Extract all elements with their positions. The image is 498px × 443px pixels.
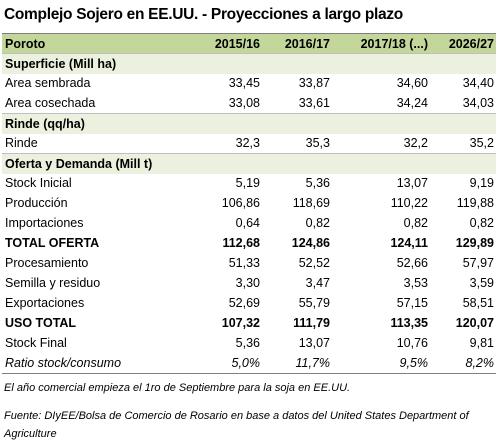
cell: 33,08: [228, 96, 260, 110]
cell: 3,30: [235, 276, 260, 290]
cell: 5,0%: [231, 356, 261, 370]
table-row: Area sembrada 33,45 33,87 34,60 34,40: [2, 73, 496, 93]
row-label: Poroto: [5, 37, 46, 51]
section-row: Superficie (Mill ha): [2, 53, 496, 74]
cell: 33,61: [298, 96, 330, 110]
cell: 5,36: [235, 336, 260, 350]
cell: 57,15: [396, 296, 428, 310]
cell: 112,68: [222, 236, 260, 250]
cell: 0,82: [403, 216, 428, 230]
cell: 57,97: [462, 256, 494, 270]
cell: 3,59: [469, 276, 494, 290]
cell: 111,79: [293, 316, 330, 330]
cell: 9,5%: [399, 356, 429, 370]
row-label: Rinde: [5, 136, 38, 150]
cell: 35,3: [305, 136, 330, 150]
cell: 34,40: [462, 76, 494, 90]
cell: 9,19: [469, 176, 494, 190]
cell: 2017/18 (...): [360, 37, 428, 51]
cell: 8,2%: [465, 356, 495, 370]
cell: 5,19: [235, 176, 260, 190]
table-row: TOTAL OFERTA 112,68 124,86 124,11 129,89: [2, 233, 496, 253]
cell: 33,45: [228, 76, 260, 90]
section-title: Rinde (qq/ha): [5, 117, 85, 131]
cell: 3,47: [305, 276, 330, 290]
cell: 52,69: [228, 296, 260, 310]
title: Complejo Sojero en EE.UU. - Proyecciones…: [4, 6, 403, 23]
cell: 2015/16: [214, 37, 260, 51]
cell: 52,66: [396, 256, 428, 270]
header-row: Poroto 2015/16 2016/17 2017/18 (...) 2026/27: [2, 33, 496, 55]
cell: 110,22: [390, 196, 428, 210]
cell: 0,82: [469, 216, 494, 230]
cell: 0,64: [235, 216, 260, 230]
row-label: Stock Final: [5, 336, 67, 350]
footnote: Fuente: DIyEE/Bolsa de Comercio de Rosar…: [4, 410, 469, 440]
cell: 51,33: [228, 256, 260, 270]
cell: 3,53: [403, 276, 428, 290]
cell: 120,07: [455, 316, 494, 330]
cell: 35,2: [469, 136, 494, 150]
row-label: USO TOTAL: [5, 316, 77, 330]
table-row: Ratio stock/consumo 5,0% 11,7% 9,5% 8,2%: [2, 353, 496, 374]
cell: 2016/17: [284, 37, 330, 51]
cell: 10,76: [396, 336, 428, 350]
table-row: Producción 106,86 118,69 110,22 119,88: [2, 193, 496, 213]
row-label: Ratio stock/consumo: [5, 356, 122, 370]
table-row: Semilla y residuo 3,30 3,47 3,53 3,59: [2, 273, 496, 293]
section-row: Oferta y Demanda (Mill t): [2, 153, 496, 174]
row-label: Stock Inicial: [5, 176, 72, 190]
cell: 113,35: [390, 316, 428, 330]
cell: 32,2: [403, 136, 428, 150]
cell: 34,60: [396, 76, 428, 90]
cell: 13,07: [298, 336, 330, 350]
section-row: Rinde (qq/ha): [2, 113, 496, 134]
table-row: USO TOTAL 107,32 111,79 113,35 120,07: [2, 313, 496, 333]
cell: 11,7%: [295, 356, 330, 370]
row-label: Exportaciones: [5, 296, 85, 310]
cell: 124,11: [390, 236, 428, 250]
section-title: Superficie (Mill ha): [5, 57, 117, 71]
table-row: Stock Inicial 5,19 5,36 13,07 9,19: [2, 173, 496, 193]
row-label: Area sembrada: [5, 76, 91, 90]
table-row: Stock Final 5,36 13,07 10,76 9,81: [2, 333, 496, 353]
row-label: Procesamiento: [5, 256, 89, 270]
page: Complejo Sojero en EE.UU. - Proyecciones…: [2, 6, 496, 440]
cell: 107,32: [221, 316, 260, 330]
cell: 129,89: [455, 236, 494, 250]
cell: 34,03: [462, 96, 494, 110]
cell: 58,51: [462, 296, 494, 310]
cell: 118,69: [292, 196, 330, 210]
cell: 33,87: [298, 76, 330, 90]
cell: 0,82: [305, 216, 330, 230]
row-label: Producción: [5, 196, 68, 210]
table-row: Area cosechada 33,08 33,61 34,24 34,03: [2, 93, 496, 113]
cell: 2026/27: [448, 37, 494, 51]
cell: 32,3: [235, 136, 260, 150]
cell: 55,79: [298, 296, 330, 310]
row-label: Importaciones: [5, 216, 84, 230]
table-row: Importaciones 0,64 0,82 0,82 0,82: [2, 213, 496, 233]
cell: 52,52: [298, 256, 330, 270]
table-row: Procesamiento 51,33 52,52 52,66 57,97: [2, 253, 496, 273]
table-row: Rinde 32,3 35,3 32,2 35,2: [2, 133, 496, 153]
cell: 124,86: [291, 236, 330, 250]
footnote: El año comercial empieza el 1ro de Septi…: [4, 382, 351, 394]
cell: 119,88: [456, 196, 494, 210]
section-title: Oferta y Demanda (Mill t): [5, 157, 153, 171]
cell: 106,86: [221, 196, 260, 210]
cell: 9,81: [469, 336, 494, 350]
cell: 5,36: [305, 176, 330, 190]
row-label: TOTAL OFERTA: [5, 236, 100, 250]
cell: 13,07: [396, 176, 428, 190]
table-row: Exportaciones 52,69 55,79 57,15 58,51: [2, 293, 496, 313]
row-label: Area cosechada: [5, 96, 96, 110]
cell: 34,24: [396, 96, 428, 110]
row-label: Semilla y residuo: [5, 276, 101, 290]
